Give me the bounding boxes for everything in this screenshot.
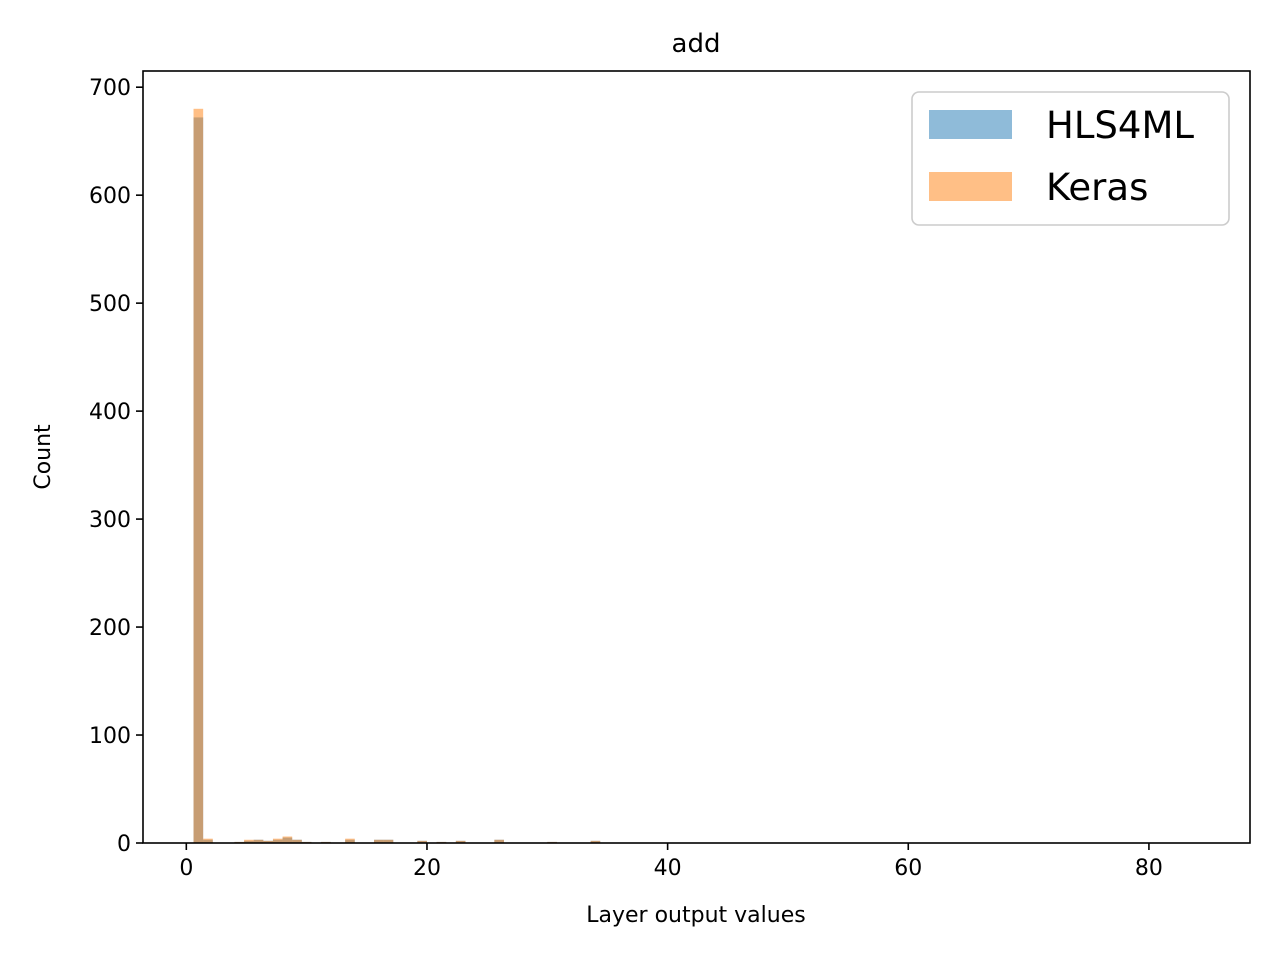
- y-tick-label: 500: [89, 292, 131, 317]
- keras-bar-16: [455, 840, 466, 843]
- y-tick-label: 200: [89, 616, 131, 641]
- keras-bar-4: [253, 839, 264, 843]
- x-axis-title: Layer output values: [586, 903, 805, 928]
- x-tick-label: 80: [1135, 856, 1163, 881]
- keras-bar-1: [203, 838, 213, 843]
- legend-label-keras: Keras: [1046, 166, 1148, 209]
- plot-area-frame: [142, 70, 1251, 844]
- histogram-bars: [193, 108, 601, 843]
- x-tick-label: 60: [894, 856, 922, 881]
- keras-bar-19: [590, 840, 601, 843]
- x-tick-label: 40: [654, 856, 682, 881]
- y-axis-title: Count: [31, 424, 56, 490]
- y-tick-label: 100: [89, 724, 131, 749]
- keras-bar-6: [272, 838, 283, 843]
- legend-swatch-hls4ml: [929, 110, 1012, 139]
- keras-bar-11: [345, 838, 355, 843]
- legend-swatch-keras: [929, 172, 1012, 201]
- keras-bar-12: [374, 839, 384, 843]
- keras-bar-7: [282, 836, 293, 843]
- series-keras: [193, 108, 601, 843]
- y-tick-label: 300: [89, 508, 131, 533]
- series-hls4ml: [193, 117, 601, 843]
- keras-bar-8: [292, 839, 302, 843]
- legend-label-hls4ml: HLS4ML: [1046, 104, 1194, 147]
- y-tick-label: 600: [89, 184, 131, 209]
- y-tick-label: 0: [117, 832, 131, 857]
- keras-bar-17: [494, 839, 504, 843]
- y-tick-label: 400: [89, 400, 131, 425]
- keras-bar-13: [383, 839, 394, 843]
- x-tick-label: 0: [179, 856, 193, 881]
- keras-bar-5: [263, 840, 273, 843]
- keras-bar-14: [417, 840, 427, 843]
- chart-title: add: [672, 29, 721, 59]
- x-axis: 0 20 40 60 80: [179, 843, 1163, 881]
- y-tick-label: 700: [89, 76, 131, 101]
- legend: HLS4ML Keras: [911, 91, 1230, 226]
- y-axis: 0 100 200 300 400 500 600 700: [89, 76, 143, 857]
- x-tick-label: 20: [413, 856, 441, 881]
- keras-bar-3: [244, 839, 254, 843]
- keras-bar-0: [193, 108, 204, 843]
